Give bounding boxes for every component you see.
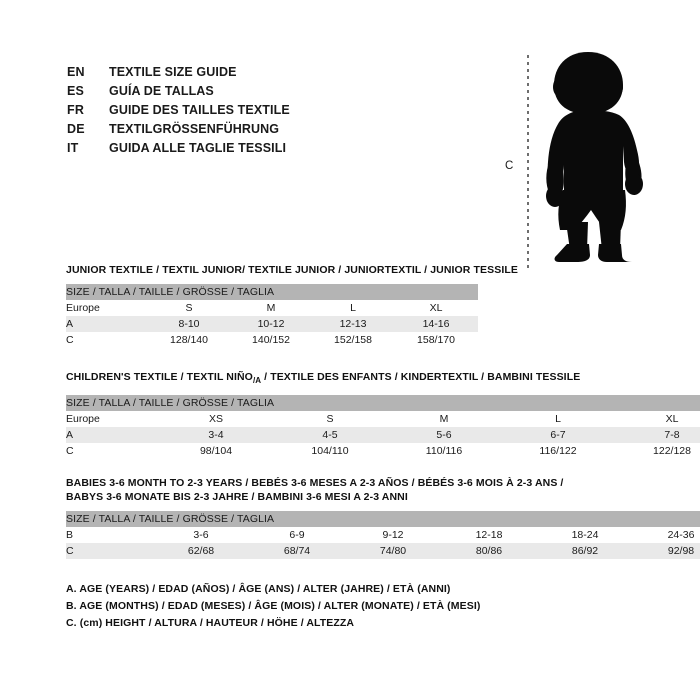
children-row2-v4: 122/128 <box>615 443 700 460</box>
babies-row1-label: C <box>66 543 153 559</box>
children-title-sub: /A <box>252 376 262 386</box>
children-row0-v1: S <box>273 411 387 428</box>
children-row2-label: C <box>66 443 159 460</box>
children-title-pre: CHILDREN'S TEXTILE / TEXTIL NIÑO <box>66 371 253 383</box>
babies-row1-v1: 68/74 <box>249 543 345 559</box>
language-title-it: GUIDA ALLE TAGLIE TESSILI <box>109 141 287 155</box>
babies-row0-v2: 9-12 <box>345 527 441 543</box>
table-row: C 98/104 104/110 110/116 116/122 122/128 <box>66 443 700 460</box>
children-title-post: / TEXTILE DES ENFANTS / KINDERTEXTIL / B… <box>261 371 581 383</box>
toddler-silhouette-icon <box>546 52 643 262</box>
language-code-de: DE <box>67 122 85 136</box>
babies-row0-v3: 12-18 <box>441 527 537 543</box>
children-band-row: SIZE / TALLA / TAILLE / GRÖSSE / TAGLIA <box>66 395 700 412</box>
language-code-it: IT <box>67 141 79 155</box>
babies-size-table: SIZE / TALLA / TAILLE / GRÖSSE / TAGLIA … <box>66 511 700 559</box>
junior-row1-v1: 10-12 <box>230 316 312 332</box>
children-row2-v2: 110/116 <box>387 443 501 460</box>
legend-line-b: B. AGE (MONTHS) / EDAD (MESES) / ÂGE (MO… <box>66 600 481 612</box>
babies-row0-v5: 24-36 <box>633 527 700 543</box>
section-babies-textile: BABIES 3-6 MONTH TO 2-3 YEARS / BEBÉS 3-… <box>66 476 700 559</box>
junior-row0-v1: M <box>230 300 312 316</box>
language-row-it: IT GUIDA ALLE TAGLIE TESSILI <box>67 139 427 158</box>
children-row0-v2: M <box>387 411 501 428</box>
children-row0-label: Europe <box>66 411 159 428</box>
junior-row2-v2: 152/158 <box>312 332 394 348</box>
children-row1-v3: 6-7 <box>501 427 615 444</box>
language-title-en: TEXTILE SIZE GUIDE <box>109 65 237 79</box>
language-title-fr: GUIDE DES TAILLES TEXTILE <box>109 103 290 117</box>
junior-row1-v0: 8-10 <box>148 316 230 332</box>
table-row: Europe XS S M L XL <box>66 411 700 428</box>
junior-band-label: SIZE / TALLA / TAILLE / GRÖSSE / TAGLIA <box>66 284 479 300</box>
language-row-fr: FR GUIDE DES TAILLES TEXTILE <box>67 101 427 120</box>
children-row0-v0: XS <box>159 411 273 428</box>
babies-row1-v3: 80/86 <box>441 543 537 559</box>
language-code-en: EN <box>67 65 85 79</box>
junior-row2-v1: 140/152 <box>230 332 312 348</box>
babies-row1-v5: 92/98 <box>633 543 700 559</box>
junior-band-row: SIZE / TALLA / TAILLE / GRÖSSE / TAGLIA <box>66 284 479 300</box>
junior-row1-v3: 14-16 <box>394 316 479 332</box>
children-row2-v3: 116/122 <box>501 443 615 460</box>
language-row-es: ES GUÍA DE TALLAS <box>67 82 427 101</box>
legend-line-a: A. AGE (YEARS) / EDAD (AÑOS) / ÂGE (ANS)… <box>66 583 451 595</box>
junior-row0-v2: L <box>312 300 394 316</box>
junior-row1-label: A <box>66 316 148 332</box>
height-illustration: C <box>495 40 665 270</box>
language-code-fr: FR <box>67 103 85 117</box>
table-row: A 3-4 4-5 5-6 6-7 7-8 <box>66 427 700 444</box>
junior-row0-label: Europe <box>66 300 148 316</box>
junior-row2-v0: 128/140 <box>148 332 230 348</box>
table-row: B 3-6 6-9 9-12 12-18 18-24 24-36 <box>66 527 700 543</box>
children-row2-v1: 104/110 <box>273 443 387 460</box>
children-size-table: SIZE / TALLA / TAILLE / GRÖSSE / TAGLIA … <box>66 395 700 460</box>
babies-row0-label: B <box>66 527 153 543</box>
measurement-legend: A. AGE (YEARS) / EDAD (AÑOS) / ÂGE (ANS)… <box>66 581 480 632</box>
junior-size-table: SIZE / TALLA / TAILLE / GRÖSSE / TAGLIA … <box>66 284 479 348</box>
children-row1-v1: 4-5 <box>273 427 387 444</box>
children-row0-v3: L <box>501 411 615 428</box>
junior-row1-v2: 12-13 <box>312 316 394 332</box>
language-title-de: TEXTILGRÖSSENFÜHRUNG <box>109 122 280 136</box>
children-row2-v0: 98/104 <box>159 443 273 460</box>
children-row1-v4: 7-8 <box>615 427 700 444</box>
babies-section-title-line2: BABYS 3-6 MONATE BIS 2-3 JAHRE / BAMBINI… <box>66 491 408 503</box>
language-row-de: DE TEXTILGRÖSSENFÜHRUNG <box>67 120 427 139</box>
language-row-en: EN TEXTILE SIZE GUIDE <box>67 63 427 82</box>
children-row1-label: A <box>66 427 159 444</box>
table-row: Europe S M L XL <box>66 300 479 316</box>
babies-section-title-line1: BABIES 3-6 MONTH TO 2-3 YEARS / BEBÉS 3-… <box>66 477 564 489</box>
babies-band-row: SIZE / TALLA / TAILLE / GRÖSSE / TAGLIA <box>66 511 700 527</box>
junior-section-title: JUNIOR TEXTILE / TEXTIL JUNIOR/ TEXTILE … <box>66 264 518 276</box>
babies-row1-v2: 74/80 <box>345 543 441 559</box>
children-band-label: SIZE / TALLA / TAILLE / GRÖSSE / TAGLIA <box>66 395 700 412</box>
table-row: C 128/140 140/152 152/158 158/170 <box>66 332 479 348</box>
children-row0-v4: XL <box>615 411 700 428</box>
babies-row0-v1: 6-9 <box>249 527 345 543</box>
height-marker-label: C <box>505 160 514 172</box>
children-row1-v0: 3-4 <box>159 427 273 444</box>
section-junior-textile: JUNIOR TEXTILE / TEXTIL JUNIOR/ TEXTILE … <box>66 263 518 348</box>
table-row: C 62/68 68/74 74/80 80/86 86/92 92/98 <box>66 543 700 559</box>
height-dashed-line <box>527 55 529 268</box>
babies-row0-v4: 18-24 <box>537 527 633 543</box>
table-row: A 8-10 10-12 12-13 14-16 <box>66 316 479 332</box>
language-title-es: GUÍA DE TALLAS <box>109 84 214 98</box>
junior-row2-v3: 158/170 <box>394 332 479 348</box>
babies-row1-v0: 62/68 <box>153 543 249 559</box>
children-section-title: CHILDREN'S TEXTILE / TEXTIL NIÑO/A / TEX… <box>66 370 700 388</box>
junior-row0-v3: XL <box>394 300 479 316</box>
junior-row2-label: C <box>66 332 148 348</box>
children-row1-v2: 5-6 <box>387 427 501 444</box>
legend-line-c: C. (cm) HEIGHT / ALTURA / HAUTEUR / HÖHE… <box>66 617 355 629</box>
babies-row0-v0: 3-6 <box>153 527 249 543</box>
babies-band-label: SIZE / TALLA / TAILLE / GRÖSSE / TAGLIA <box>66 511 700 527</box>
language-code-es: ES <box>67 84 85 98</box>
language-header-block: EN TEXTILE SIZE GUIDE ES GUÍA DE TALLAS … <box>67 63 427 158</box>
babies-row1-v4: 86/92 <box>537 543 633 559</box>
junior-row0-v0: S <box>148 300 230 316</box>
section-children-textile: CHILDREN'S TEXTILE / TEXTIL NIÑO/A / TEX… <box>66 370 700 460</box>
